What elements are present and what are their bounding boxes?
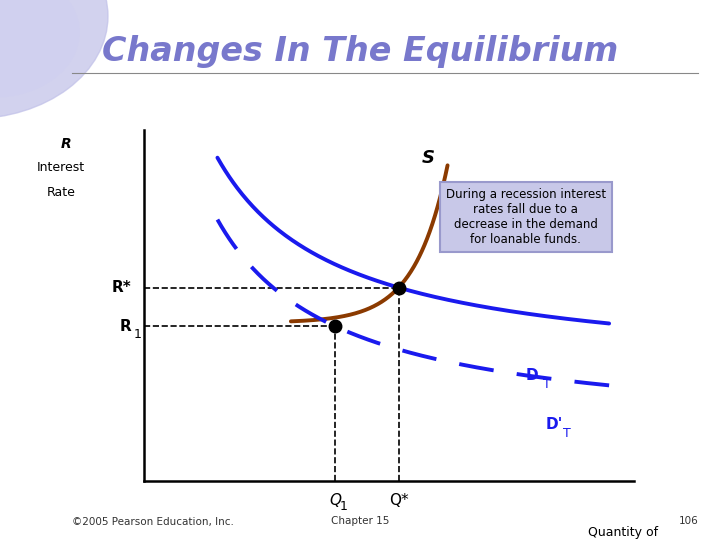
Text: R*: R* (112, 280, 132, 295)
Text: T: T (543, 377, 551, 390)
Text: 1: 1 (134, 328, 142, 341)
Text: 1: 1 (340, 500, 348, 513)
Text: 106: 106 (679, 516, 698, 526)
Text: During a recession interest
rates fall due to a
decrease in the demand
for loana: During a recession interest rates fall d… (446, 188, 606, 246)
Text: Interest: Interest (37, 161, 85, 174)
Text: Rate: Rate (46, 186, 75, 199)
Text: Quantity of
Loanable Funds: Quantity of Loanable Funds (560, 526, 658, 540)
Text: S: S (421, 148, 434, 167)
Text: D': D' (546, 417, 563, 432)
Text: D: D (526, 368, 539, 383)
Text: ©2005 Pearson Education, Inc.: ©2005 Pearson Education, Inc. (72, 516, 234, 526)
Text: R: R (120, 319, 132, 334)
Text: Changes In The Equilibrium: Changes In The Equilibrium (102, 35, 618, 68)
Text: T: T (562, 427, 570, 440)
Text: R: R (60, 137, 71, 151)
Text: Q: Q (329, 493, 341, 508)
Text: Q*: Q* (389, 493, 408, 508)
Text: Chapter 15: Chapter 15 (330, 516, 390, 526)
